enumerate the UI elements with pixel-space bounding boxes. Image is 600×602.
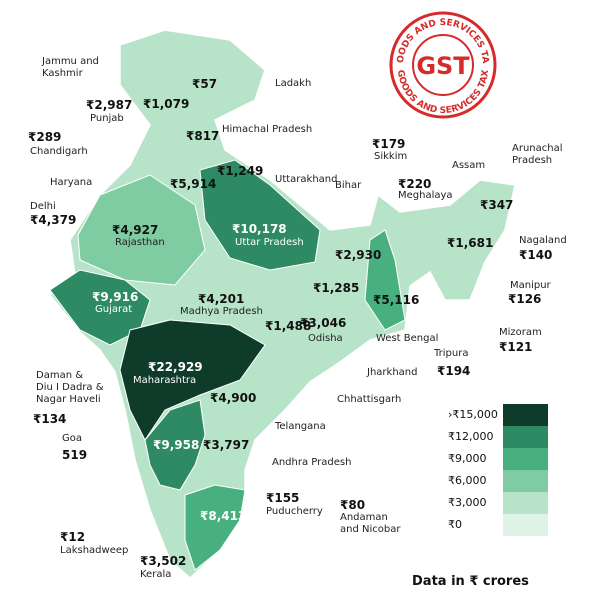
region-name: Tamil Nadu [250,541,306,552]
region-name: West Bengal [376,333,439,344]
region-name: Meghalaya [398,190,453,201]
tamil-nadu [184,484,246,571]
region-name: Himachal Pradesh [222,124,313,135]
region-name: Assam [452,160,486,171]
region-value: ₹22,929 [148,360,203,374]
legend-swatch [503,404,548,426]
legend-label: ₹6,000 [448,474,487,487]
region-value: ₹1,681 [447,236,494,250]
region-value: ₹2,930 [335,248,382,262]
legend-swatch [503,514,548,536]
legend-swatch [503,470,548,492]
region-value: ₹155 [266,491,300,505]
region-name: Sikkim [374,151,408,162]
region-value: ₹4,201 [198,292,245,306]
region-value: ₹8,413 [200,509,247,523]
region-value: 519 [62,448,88,462]
region-name: Rajasthan [115,237,165,248]
region-value: ₹12 [60,530,86,544]
region-name: Odisha [308,333,343,344]
region-value: ₹10,178 [232,222,287,236]
region-name: Madhya Pradesh [180,306,263,317]
badge-inner [412,34,474,96]
legend-swatch [503,492,548,514]
rajasthan [77,174,206,286]
region-value: ₹134 [33,412,67,426]
region-name: Daman & Diu I Dadra & Nagar Haveli [36,370,104,405]
region-name: Jammu and Kashmir [42,56,99,79]
region-value: ₹121 [499,340,533,354]
legend-label: ›₹15,000 [448,408,498,421]
region-value: ₹126 [508,292,542,306]
region-name: Telangana [275,421,326,432]
region-value: ₹1,285 [313,281,360,295]
region-name: Goa [62,433,82,444]
region-value: ₹57 [192,77,218,91]
region-value: ₹9,958 [153,438,200,452]
region-value: ₹5,116 [373,293,420,307]
region-value: ₹9,916 [92,290,139,304]
region-name: Nagaland [519,235,567,246]
region-name: Manipur [510,280,551,291]
region-value: ₹194 [437,364,471,378]
region-name: Delhi [30,201,56,212]
badge-title: GST [416,52,470,80]
unit-note: Data in ₹ crores [412,574,529,589]
region-name: Kerala [140,569,172,580]
region-value: ₹80 [340,498,366,512]
legend-swatch [503,426,548,448]
region-name: Jharkhand [367,367,418,378]
gujarat [49,269,151,346]
region-value: ₹289 [28,130,62,144]
legend-label: ₹12,000 [448,430,494,443]
region-value: ₹347 [480,198,514,212]
region-name: Andaman and Nicobar [340,512,401,535]
region-value: ₹5,914 [170,177,217,191]
region-name: Puducherry [266,506,323,517]
region-value: ₹817 [186,129,220,143]
region-value: ₹4,900 [210,391,257,405]
region-value: ₹3,046 [300,316,347,330]
region-name: Chandigarh [30,146,88,157]
region-name: Lakshadweep [60,545,129,556]
region-value: ₹3,502 [140,554,187,568]
west-bengal [364,229,406,331]
region-value: ₹1,079 [143,97,190,111]
region-value: ₹1,488 [265,319,312,333]
region-name: Andhra Pradesh [272,457,352,468]
region-value: ₹1,249 [217,164,264,178]
region-value: ₹2,987 [86,98,133,112]
region-value: ₹4,379 [30,213,77,227]
region-name: Ladakh [275,78,312,89]
legend-label: ₹0 [448,518,462,531]
region-name: Arunachal Pradesh [512,143,563,166]
karnataka [144,399,206,491]
uttar-pradesh [199,159,321,271]
maharashtra [119,319,266,441]
region-name: Uttarakhand [275,174,338,185]
region-name: Mizoram [499,327,542,338]
region-name: Haryana [50,177,93,188]
region-value: ₹140 [519,248,553,262]
region-name: Gujarat [95,304,133,315]
legend-label: ₹9,000 [448,452,487,465]
legend-label: ₹3,000 [448,496,487,509]
region-name: Uttar Pradesh [235,237,304,248]
region-value: ₹4,927 [112,223,159,237]
region-name: Maharashtra [133,375,197,386]
region-name: Punjab [90,113,124,124]
region-value: ₹3,797 [203,438,250,452]
legend-swatch [503,448,548,470]
region-name: Tripura [434,348,469,359]
region-name: Chhattisgarh [337,394,402,405]
region-value: ₹220 [398,177,432,191]
region-value: ₹179 [372,137,406,151]
region-name: Karnataka [72,482,123,493]
region-name: Bihar [335,180,362,191]
